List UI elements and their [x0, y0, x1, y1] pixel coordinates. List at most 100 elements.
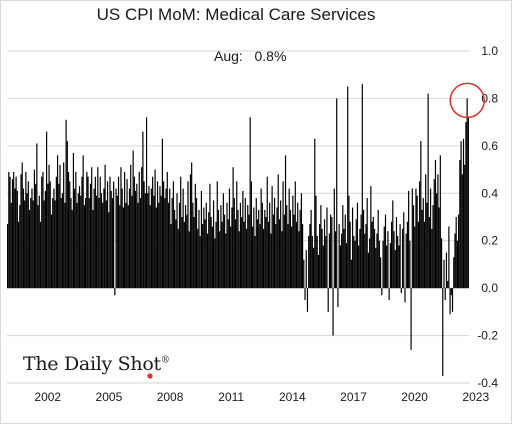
bar	[181, 217, 183, 289]
bar	[91, 167, 93, 289]
bar	[82, 155, 84, 289]
bar	[35, 183, 37, 289]
bar	[272, 214, 274, 289]
bar	[238, 231, 240, 289]
bar	[333, 188, 335, 289]
bar	[105, 200, 107, 289]
bar	[420, 141, 422, 289]
bar	[203, 207, 205, 289]
bar	[270, 233, 272, 289]
bar	[142, 131, 144, 289]
bar	[254, 235, 256, 289]
bar	[334, 231, 337, 289]
bar	[159, 186, 161, 289]
bar	[397, 235, 399, 289]
bar	[214, 238, 216, 289]
bar	[437, 174, 439, 289]
bar	[364, 233, 366, 289]
bar	[77, 193, 79, 289]
bar	[314, 138, 316, 289]
bar	[28, 209, 31, 289]
bar	[132, 150, 134, 289]
bar	[369, 238, 371, 289]
bar	[47, 183, 49, 289]
bar	[345, 243, 348, 289]
x-tick-label: 2017	[340, 390, 367, 404]
bar	[221, 221, 223, 289]
annotation-value: 0.8%	[254, 48, 287, 64]
bar	[400, 288, 402, 293]
bar	[286, 205, 288, 289]
bar	[461, 174, 463, 289]
bar	[199, 235, 201, 289]
bar	[233, 198, 235, 289]
bar	[64, 202, 66, 289]
watermark-text: The Daily Shot	[23, 353, 161, 375]
bar	[86, 171, 88, 289]
bar	[249, 117, 251, 289]
bar	[277, 174, 279, 289]
bar	[206, 233, 209, 289]
bar	[53, 188, 55, 289]
bar	[156, 181, 159, 289]
bar	[445, 252, 448, 289]
bar	[143, 181, 145, 289]
bar	[193, 217, 195, 289]
bar	[276, 207, 278, 289]
bar	[167, 202, 170, 289]
bar	[372, 217, 374, 289]
bar	[172, 181, 174, 289]
bar	[111, 198, 114, 289]
bar	[255, 198, 257, 289]
bar	[247, 205, 249, 289]
bar	[161, 138, 163, 289]
bar	[376, 233, 378, 289]
bar	[261, 202, 263, 289]
bar	[153, 195, 155, 289]
chart-title: US CPI MoM: Medical Care Services	[96, 5, 376, 24]
bar	[163, 181, 165, 289]
bar	[281, 231, 283, 289]
bar	[332, 288, 334, 336]
bar	[425, 174, 427, 289]
bar	[137, 202, 139, 289]
bar	[353, 235, 355, 289]
bar	[46, 131, 48, 289]
bar	[432, 205, 434, 289]
bar	[399, 224, 401, 289]
x-axis-ticks: 2002 2005 2008 2011 2014 2017 2020 2023	[34, 390, 489, 404]
bar	[128, 188, 131, 289]
x-tick-label: 2023	[462, 390, 489, 404]
bar	[310, 209, 312, 289]
bar	[439, 155, 441, 289]
bar	[339, 245, 341, 289]
bar	[75, 171, 77, 289]
bar	[147, 193, 149, 289]
bar	[395, 217, 398, 289]
x-tick-label: 2005	[96, 390, 123, 404]
bar	[375, 247, 377, 289]
bar	[466, 98, 468, 289]
bar	[295, 221, 298, 289]
bar	[60, 198, 62, 289]
bar	[148, 186, 150, 289]
bar	[273, 198, 276, 289]
bar	[366, 198, 368, 289]
bar	[220, 205, 222, 289]
bar	[131, 195, 133, 289]
bar	[321, 228, 323, 289]
bar	[89, 183, 92, 289]
bar	[83, 205, 85, 289]
bar-series	[7, 84, 469, 376]
bar	[109, 176, 111, 289]
bar	[98, 198, 100, 289]
bar	[414, 226, 416, 289]
bar	[126, 179, 128, 289]
bar	[416, 195, 418, 289]
y-tick-label: 0.4	[481, 186, 498, 200]
annotation-label: Aug:	[214, 48, 243, 64]
bar	[380, 257, 382, 289]
bar	[169, 188, 171, 289]
bar	[303, 259, 305, 289]
